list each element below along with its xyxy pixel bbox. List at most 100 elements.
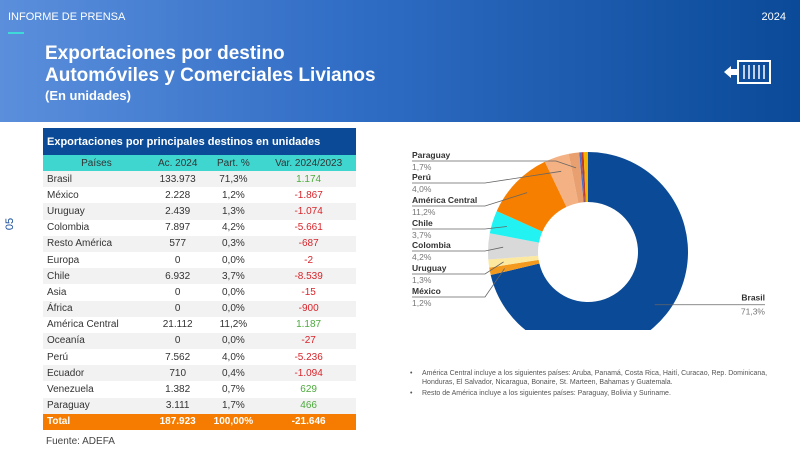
cell-variation: -1.074 xyxy=(261,203,356,220)
total-label: Total xyxy=(43,413,150,430)
table-row: Ecuador 710 0,4% -1.094 xyxy=(43,365,356,382)
cell-variation: -1.867 xyxy=(294,189,323,201)
cell-share: 0,7% xyxy=(221,384,245,396)
slice-resto-américa xyxy=(579,152,585,203)
cell-units: 577 xyxy=(149,235,206,252)
col-header: Var. 2024/2023 xyxy=(261,155,356,171)
cell-country: Resto América xyxy=(43,235,150,252)
table-row: Paraguay 3.111 1,7% 466 xyxy=(43,397,356,414)
leader-line xyxy=(412,246,504,252)
cell-units: 7.897 xyxy=(165,222,191,234)
cell-country: América Central xyxy=(47,319,119,331)
cell-units: 2.439 xyxy=(149,203,206,220)
cell-country: África xyxy=(43,300,150,317)
page-title: Exportaciones por destino xyxy=(45,43,285,64)
report-kicker: INFORME DE PRENSA xyxy=(8,11,126,23)
table-row: América Central 21.112 11,2% 1.187 xyxy=(43,317,356,333)
leader-line xyxy=(412,160,577,169)
cell-share: 3,7% xyxy=(205,268,262,285)
slice-uruguay xyxy=(488,255,539,268)
cell-share: 4,0% xyxy=(221,351,245,363)
cell-variation: 1.187 xyxy=(296,319,322,331)
exports-table: Exportaciones por principales destinos e… xyxy=(43,128,356,430)
leader-line xyxy=(412,268,505,298)
cell-country: Asia xyxy=(47,286,67,298)
table-row: Colombia 7.897 4,2% -5.661 xyxy=(43,220,356,236)
cell-country: Venezuela xyxy=(47,384,94,396)
table-row: Oceanía 0 0,0% -27 xyxy=(43,332,356,350)
cell-units: 0 xyxy=(174,254,181,266)
slice-label-name: Paraguay xyxy=(412,150,451,160)
note-america-central: América Central incluye a los siguientes… xyxy=(410,369,770,387)
cell-variation: -687 xyxy=(261,235,356,252)
slice-label-name: Brasil xyxy=(741,293,765,303)
slice-chile xyxy=(489,211,543,243)
slice-américa-central xyxy=(496,161,567,232)
total-row: Total 187.923 100,00% -21.646 xyxy=(43,413,356,430)
table-row: Perú 7.562 4,0% -5.236 xyxy=(43,349,356,365)
cell-variation: -5.661 xyxy=(294,222,323,234)
cell-variation: -8.539 xyxy=(261,268,356,285)
cell-share: 0,0% xyxy=(221,286,245,298)
slice-label-name: Uruguay xyxy=(412,263,447,273)
cell-share: 1,3% xyxy=(205,203,262,220)
total-variation: -21.646 xyxy=(261,413,356,430)
cell-variation: 1.174 xyxy=(261,171,356,188)
cell-units: 0 xyxy=(174,286,181,298)
slice-colombia xyxy=(488,233,539,260)
cell-units: 3.111 xyxy=(149,397,206,414)
accent-dash xyxy=(8,32,24,34)
cell-share: 0,0% xyxy=(221,254,245,266)
slice-label-name: Chile xyxy=(412,218,433,228)
cell-share: 0,0% xyxy=(205,300,262,317)
slice-label-value: 71,3% xyxy=(741,307,766,317)
table-row: Asia 0 0,0% -15 xyxy=(43,284,356,300)
cell-variation: -900 xyxy=(261,300,356,317)
total-units: 187.923 xyxy=(149,413,206,430)
leader-line xyxy=(412,170,562,184)
cell-country: Perú xyxy=(47,351,69,363)
slice-paraguay xyxy=(568,152,584,203)
cell-variation: -27 xyxy=(261,332,356,350)
leader-line xyxy=(412,192,528,207)
cell-units: 2.228 xyxy=(165,189,191,201)
cell-country: Ecuador xyxy=(43,365,150,382)
table-row: Resto América 577 0,3% -687 xyxy=(43,235,356,252)
slice-label-value: 1,7% xyxy=(412,162,432,172)
slice-label-name: Colombia xyxy=(412,240,451,250)
slice-ecuador xyxy=(581,152,586,203)
cell-variation: 629 xyxy=(300,384,317,396)
slice-brasil xyxy=(490,152,688,330)
leader-line xyxy=(412,261,504,275)
cell-units: 21.112 xyxy=(162,319,193,331)
slice-perú xyxy=(544,153,579,207)
table-title: Exportaciones por principales destinos e… xyxy=(43,128,356,155)
col-header: Países xyxy=(43,155,150,171)
cell-country: Paraguay xyxy=(43,397,150,414)
cell-country: Oceanía xyxy=(43,332,150,350)
cell-country: Chile xyxy=(43,268,150,285)
cell-share: 0,3% xyxy=(205,235,262,252)
cell-variation: 466 xyxy=(261,397,356,414)
container-export-icon xyxy=(724,60,771,84)
cell-country: Brasil xyxy=(43,171,150,188)
cell-units: 710 xyxy=(149,365,206,382)
table-row: Chile 6.932 3,7% -8.539 xyxy=(43,268,356,285)
slice-label-value: 3,7% xyxy=(412,230,432,240)
cell-country: Uruguay xyxy=(43,203,150,220)
cell-share: 11,2% xyxy=(219,319,248,331)
table-row: Uruguay 2.439 1,3% -1.074 xyxy=(43,203,356,220)
cell-variation: -2 xyxy=(304,254,314,266)
slice-label-value: 1,3% xyxy=(412,275,432,285)
cell-share: 1,7% xyxy=(205,397,262,414)
slice-label-value: 1,2% xyxy=(412,298,432,308)
table-row: Europa 0 0,0% -2 xyxy=(43,252,356,268)
slice-venezuela xyxy=(583,152,588,203)
slice-label-value: 4,2% xyxy=(412,252,432,262)
cell-units: 0 xyxy=(149,332,206,350)
cell-share: 0,0% xyxy=(205,332,262,350)
cell-units: 6.932 xyxy=(149,268,206,285)
col-header: Part. % xyxy=(205,155,262,171)
slice-méxico xyxy=(489,259,540,276)
cell-variation: -15 xyxy=(301,286,316,298)
